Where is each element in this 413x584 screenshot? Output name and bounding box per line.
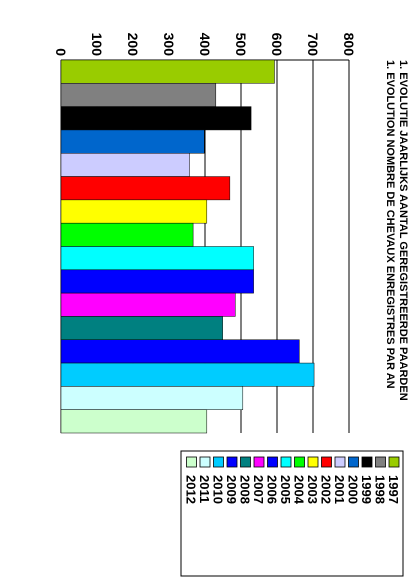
legend-swatch [280,456,292,468]
legend-label: 2000 [346,475,361,504]
legend-label: 1998 [373,475,388,504]
y-tick-label: 300 [161,33,177,57]
bar-2000 [60,129,205,154]
legend-label: 2005 [278,475,293,504]
legend-swatch [307,456,319,468]
bar-2011 [60,386,244,410]
rotated-chart-group: 1. EVOLUTIE JAARLIJKS AANTAL GEREGISTREE… [53,33,409,577]
legend-swatch [199,456,211,468]
y-tick-label: 500 [233,33,249,57]
y-tick-label: 600 [269,33,285,57]
legend-label: 2007 [251,475,266,504]
legend-swatch [267,456,278,468]
y-tick-label: 700 [305,33,321,57]
bar-2005 [60,246,254,271]
legend-swatch [226,456,238,468]
y-tick-label: 400 [197,33,213,57]
bar-1998 [60,83,217,107]
bar-2001 [60,153,190,177]
legend-label: 2002 [319,475,334,504]
legend-label: 2003 [305,475,320,504]
legend-swatch [213,456,224,468]
legend-label: 2010 [211,475,226,504]
bar-2010 [60,362,315,387]
legend-swatch [186,456,197,468]
bar-2009 [60,339,300,364]
chart-title: 1. EVOLUTIE JAARLIJKS AANTAL GEREGISTREE… [384,60,409,401]
legend-swatch [388,456,400,468]
legend-box [180,450,404,577]
legend-label: 2008 [238,475,253,504]
legend-label: 2009 [224,475,239,504]
legend-label: 2001 [332,475,347,504]
legend-label: 2004 [292,475,307,505]
legend-swatch [348,456,359,468]
bar-1999 [60,106,252,131]
bar-2002 [60,176,231,201]
title-line-1: 1. EVOLUTIE JAARLIJKS AANTAL GEREGISTREE… [397,60,409,401]
legend-swatch [334,456,346,468]
legend-label: 2012 [184,475,199,504]
y-tick-label: 800 [341,33,357,57]
bar-2012 [60,409,208,434]
bar-2004 [60,222,194,247]
legend-label: 1999 [359,475,374,504]
legend-swatch [375,456,386,468]
legend-label: 2006 [265,475,280,504]
legend-swatch [361,456,373,468]
legend-label: 2011 [197,475,212,503]
legend-label: 1997 [386,475,401,504]
y-tick-label: 100 [89,33,105,57]
plot-area: 0 100 200 300 400 500 600 700 800 [53,33,357,434]
title-line-2: 1. EVOLUTION NOMBRE DE CHEVAUX ENREGISTR… [384,60,396,389]
y-tick-label: 0 [53,48,69,56]
legend-swatch [240,456,251,468]
legend-swatch [253,456,265,468]
bar-2007 [60,292,236,317]
legend-swatch [294,456,305,468]
bar-2003 [60,199,208,224]
bar-2008 [60,316,223,340]
legend: 1997199819992000200120022003200420052006… [180,450,404,577]
legend-swatch [321,456,332,468]
y-tick-label: 200 [125,33,141,57]
bar-2006 [60,269,254,294]
bar-1997 [60,59,275,84]
